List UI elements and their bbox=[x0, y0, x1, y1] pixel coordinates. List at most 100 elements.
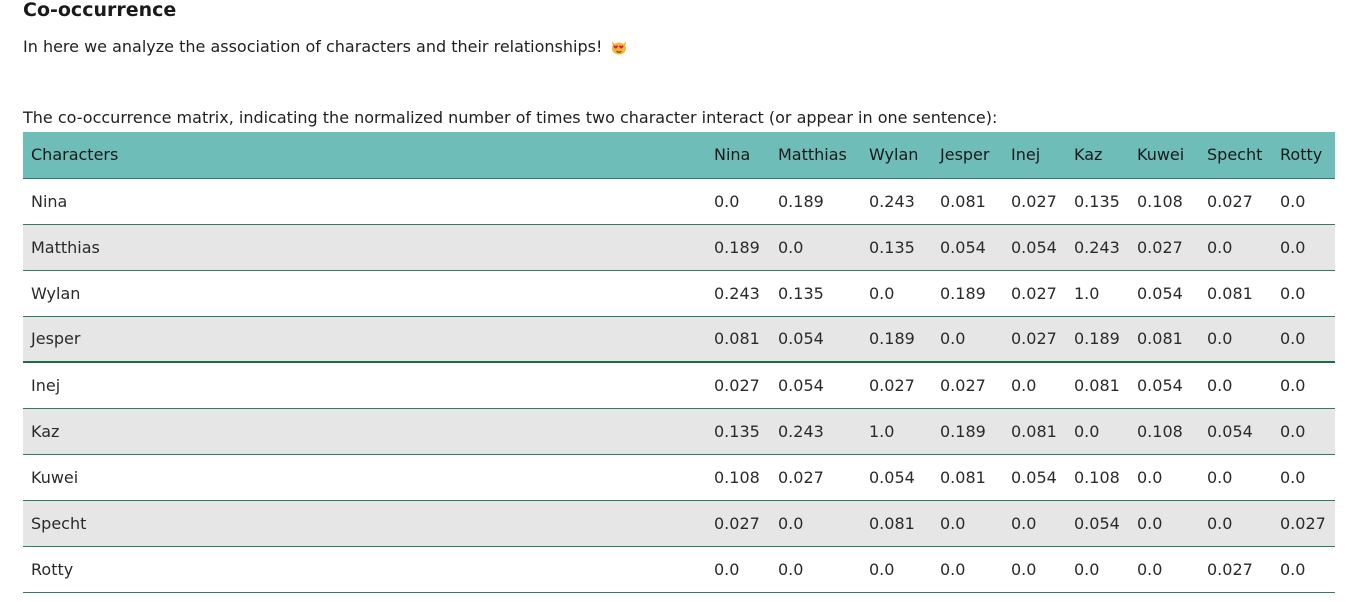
matrix-cell: 0.0 bbox=[932, 546, 1003, 593]
matrix-cell: 0.0 bbox=[706, 546, 770, 593]
row-header-character: Jesper bbox=[23, 316, 706, 363]
matrix-cell: 0.0 bbox=[861, 270, 932, 317]
column-header[interactable]: Kuwei bbox=[1129, 132, 1199, 179]
matrix-cell: 0.0 bbox=[861, 546, 932, 593]
matrix-cell: 0.054 bbox=[932, 224, 1003, 271]
matrix-cell: 0.054 bbox=[1199, 408, 1272, 455]
matrix-cell: 0.108 bbox=[706, 454, 770, 501]
matrix-cell: 0.0 bbox=[932, 316, 1003, 363]
column-header[interactable]: Jesper bbox=[932, 132, 1003, 179]
matrix-cell: 0.0 bbox=[1272, 316, 1335, 363]
matrix-cell: 0.027 bbox=[932, 362, 1003, 409]
row-header-character: Specht bbox=[23, 500, 706, 547]
matrix-cell: 0.081 bbox=[932, 454, 1003, 501]
matrix-cell: 0.0 bbox=[1003, 362, 1066, 409]
matrix-cell: 0.054 bbox=[1066, 500, 1129, 547]
matrix-cell: 0.0 bbox=[1066, 408, 1129, 455]
matrix-cell: 0.108 bbox=[1129, 408, 1199, 455]
co-occurrence-table: Characters Nina Matthias Wylan Jesper In… bbox=[23, 132, 1335, 593]
matrix-cell: 0.243 bbox=[770, 408, 861, 455]
column-header[interactable]: Wylan bbox=[861, 132, 932, 179]
intro-text: In here we analyze the association of ch… bbox=[23, 37, 628, 57]
matrix-cell: 0.135 bbox=[1066, 178, 1129, 225]
matrix-cell: 0.054 bbox=[1003, 224, 1066, 271]
matrix-cell: 0.189 bbox=[932, 408, 1003, 455]
matrix-cell: 0.0 bbox=[1199, 362, 1272, 409]
table-row: Jesper 0.081 0.054 0.189 0.0 0.027 0.189 0.081 0… bbox=[23, 316, 1335, 363]
column-header[interactable]: Matthias bbox=[770, 132, 861, 179]
matrix-cell: 0.135 bbox=[770, 270, 861, 317]
matrix-cell: 0.027 bbox=[1003, 178, 1066, 225]
matrix-cell: 0.054 bbox=[861, 454, 932, 501]
matrix-cell: 0.189 bbox=[1066, 316, 1129, 363]
matrix-cell: 0.0 bbox=[1199, 224, 1272, 271]
matrix-cell: 0.189 bbox=[861, 316, 932, 363]
matrix-cell: 0.0 bbox=[1066, 546, 1129, 593]
matrix-cell: 0.243 bbox=[861, 178, 932, 225]
column-header[interactable]: Rotty bbox=[1272, 132, 1335, 179]
table-row: Rotty 0.0 0.0 0.0 0.0 0.0 0.0 0.0 0.027 0.0 bbox=[23, 546, 1335, 593]
matrix-cell: 0.0 bbox=[1272, 546, 1335, 593]
row-header-character: Inej bbox=[23, 362, 706, 409]
column-header[interactable]: Nina bbox=[706, 132, 770, 179]
table-header-row: Characters Nina Matthias Wylan Jesper In… bbox=[23, 132, 1335, 179]
matrix-cell: 0.0 bbox=[1199, 500, 1272, 547]
row-header-character: Kuwei bbox=[23, 454, 706, 501]
matrix-cell: 0.081 bbox=[706, 316, 770, 363]
intro-label: In here we analyze the association of ch… bbox=[23, 37, 603, 56]
matrix-cell: 0.108 bbox=[1129, 178, 1199, 225]
matrix-cell: 0.108 bbox=[1066, 454, 1129, 501]
matrix-cell: 0.0 bbox=[1199, 454, 1272, 501]
matrix-cell: 0.081 bbox=[1003, 408, 1066, 455]
matrix-cell: 0.027 bbox=[770, 454, 861, 501]
column-header[interactable]: Kaz bbox=[1066, 132, 1129, 179]
matrix-cell: 0.0 bbox=[1129, 500, 1199, 547]
table-row: Nina 0.0 0.189 0.243 0.081 0.027 0.135 0.108 0.0… bbox=[23, 178, 1335, 225]
matrix-cell: 0.027 bbox=[1199, 546, 1272, 593]
matrix-cell: 0.135 bbox=[861, 224, 932, 271]
matrix-cell: 0.054 bbox=[770, 316, 861, 363]
heart-eyes-cat-icon bbox=[610, 38, 628, 56]
matrix-cell: 0.054 bbox=[1003, 454, 1066, 501]
row-header-character: Wylan bbox=[23, 270, 706, 317]
row-header-character: Rotty bbox=[23, 546, 706, 593]
matrix-cell: 0.0 bbox=[1129, 454, 1199, 501]
matrix-cell: 0.027 bbox=[706, 362, 770, 409]
matrix-cell: 0.0 bbox=[770, 224, 861, 271]
column-header[interactable]: Specht bbox=[1199, 132, 1272, 179]
matrix-caption: The co-occurrence matrix, indicating the… bbox=[23, 108, 998, 127]
matrix-cell: 0.0 bbox=[1272, 270, 1335, 317]
column-header[interactable]: Inej bbox=[1003, 132, 1066, 179]
matrix-cell: 0.027 bbox=[706, 500, 770, 547]
matrix-cell: 0.081 bbox=[932, 178, 1003, 225]
page-title: Co-occurrence bbox=[23, 0, 177, 21]
matrix-cell: 0.027 bbox=[1003, 270, 1066, 317]
matrix-cell: 0.0 bbox=[1272, 178, 1335, 225]
matrix-cell: 0.054 bbox=[1129, 270, 1199, 317]
table-row: Specht 0.027 0.0 0.081 0.0 0.0 0.054 0.0 0.0 0.02… bbox=[23, 500, 1335, 547]
matrix-cell: 0.0 bbox=[1272, 408, 1335, 455]
table-row: Inej 0.027 0.054 0.027 0.027 0.0 0.081 0.054 0.0… bbox=[23, 362, 1335, 409]
row-header-character: Nina bbox=[23, 178, 706, 225]
matrix-cell: 0.0 bbox=[1003, 500, 1066, 547]
matrix-cell: 0.0 bbox=[932, 500, 1003, 547]
matrix-cell: 0.243 bbox=[706, 270, 770, 317]
matrix-cell: 1.0 bbox=[1066, 270, 1129, 317]
matrix-cell: 0.0 bbox=[1003, 546, 1066, 593]
matrix-cell: 0.027 bbox=[1199, 178, 1272, 225]
matrix-cell: 0.0 bbox=[1129, 546, 1199, 593]
matrix-cell: 0.0 bbox=[1272, 362, 1335, 409]
column-header-characters[interactable]: Characters bbox=[23, 132, 706, 179]
matrix-cell: 0.081 bbox=[861, 500, 932, 547]
table-row: Kuwei 0.108 0.027 0.054 0.081 0.054 0.108 0.0 0.… bbox=[23, 454, 1335, 501]
matrix-cell: 0.0 bbox=[706, 178, 770, 225]
matrix-cell: 0.243 bbox=[1066, 224, 1129, 271]
row-header-character: Matthias bbox=[23, 224, 706, 271]
matrix-cell: 0.054 bbox=[770, 362, 861, 409]
matrix-cell: 0.027 bbox=[1003, 316, 1066, 363]
table-row: Kaz 0.135 0.243 1.0 0.189 0.081 0.0 0.108 0.054 0… bbox=[23, 408, 1335, 455]
matrix-cell: 0.081 bbox=[1129, 316, 1199, 363]
row-header-character: Kaz bbox=[23, 408, 706, 455]
matrix-cell: 0.027 bbox=[1272, 500, 1335, 547]
matrix-cell: 0.0 bbox=[770, 546, 861, 593]
